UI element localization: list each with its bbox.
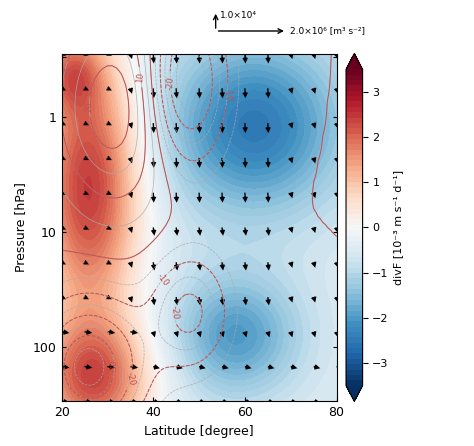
Y-axis label: divF [10⁻³ m s⁻¹ d⁻¹]: divF [10⁻³ m s⁻¹ d⁻¹]	[393, 170, 403, 285]
X-axis label: Latitude [degree]: Latitude [degree]	[144, 425, 254, 438]
Text: -20: -20	[165, 76, 175, 90]
Text: -20: -20	[124, 371, 137, 387]
Text: 1.0×10⁴: 1.0×10⁴	[220, 11, 257, 20]
Y-axis label: Pressure [hPa]: Pressure [hPa]	[14, 182, 27, 273]
Text: 20: 20	[85, 101, 94, 112]
Text: -10: -10	[155, 272, 170, 288]
Text: 10: 10	[136, 71, 146, 83]
Text: -30: -30	[110, 359, 119, 373]
PathPatch shape	[346, 54, 363, 69]
Text: -10: -10	[222, 88, 232, 102]
PathPatch shape	[346, 386, 363, 401]
Text: -20: -20	[170, 306, 180, 320]
Text: 10: 10	[59, 65, 70, 77]
Text: 2.0×10⁶ [m³ s⁻²]: 2.0×10⁶ [m³ s⁻²]	[290, 26, 365, 36]
